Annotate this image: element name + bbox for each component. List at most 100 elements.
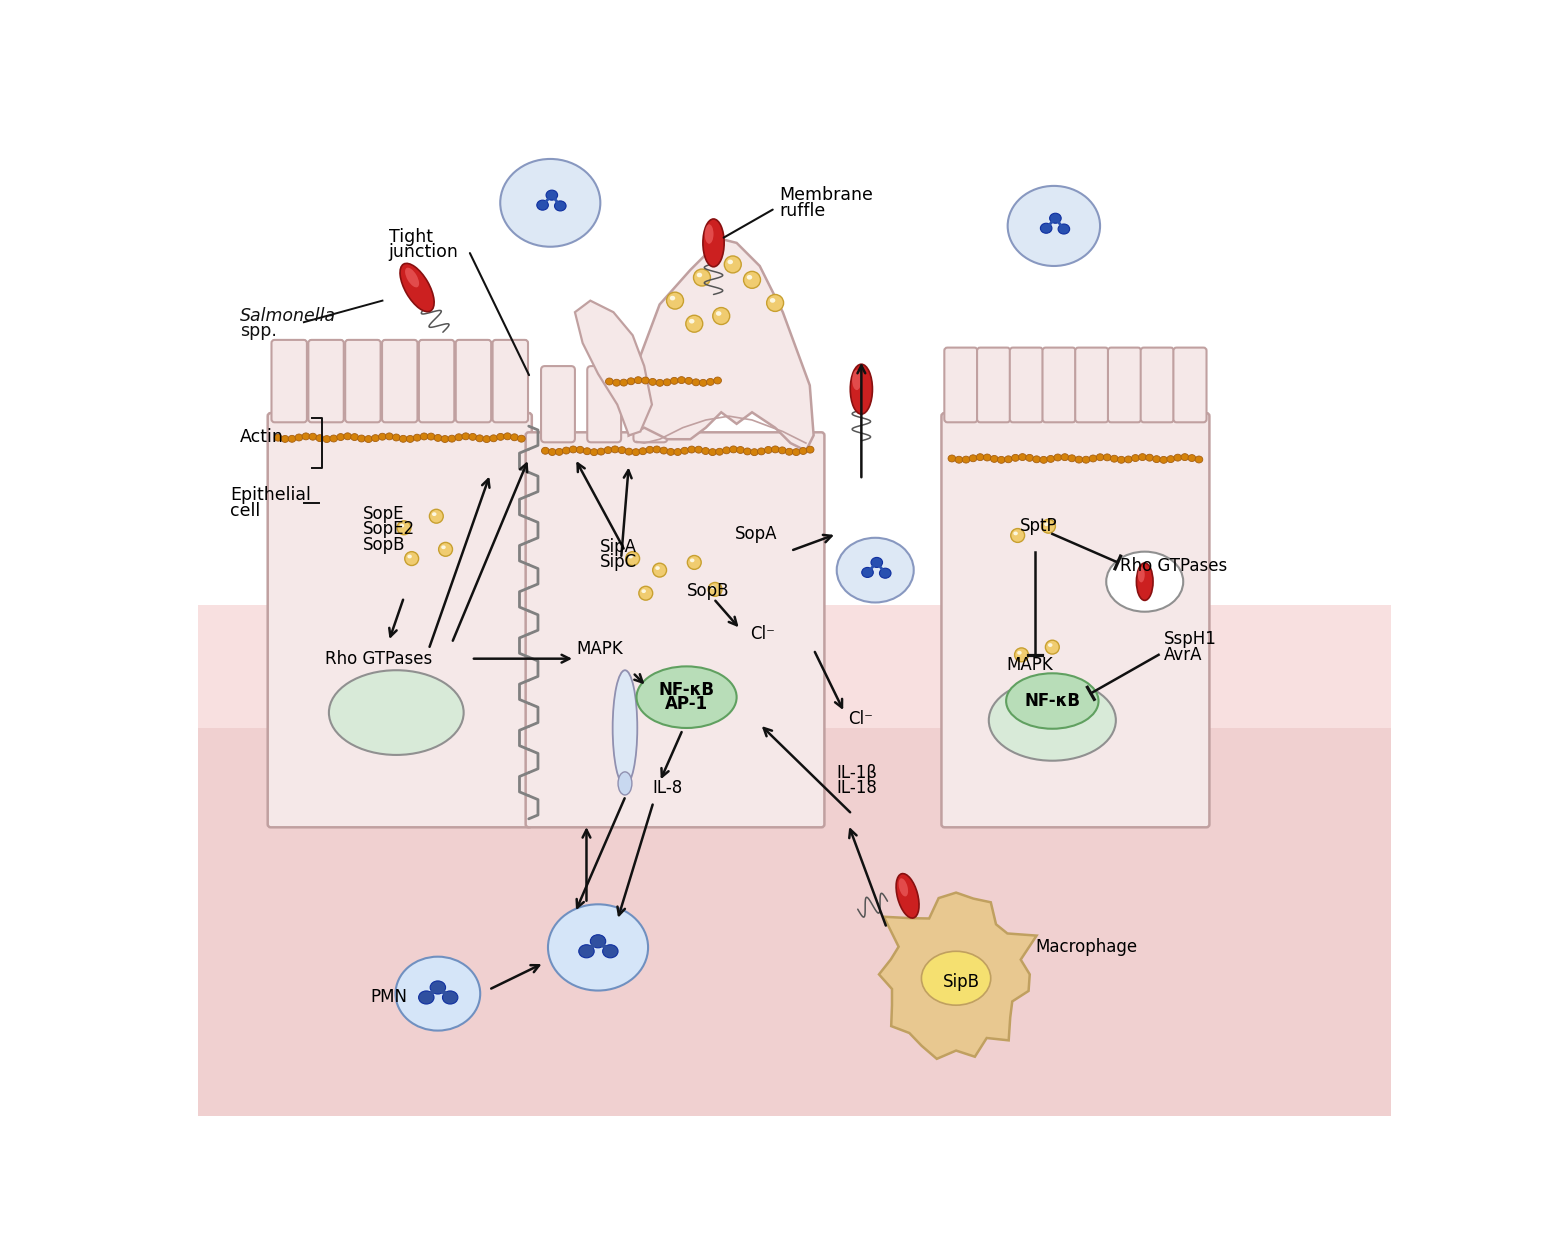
Ellipse shape (406, 435, 414, 443)
Ellipse shape (1082, 456, 1090, 463)
Polygon shape (575, 301, 653, 435)
Ellipse shape (727, 260, 733, 265)
Ellipse shape (405, 552, 418, 566)
Ellipse shape (1096, 454, 1104, 460)
Ellipse shape (800, 448, 808, 454)
Text: Macrophage: Macrophage (1035, 938, 1138, 957)
Text: AvrA: AvrA (1164, 646, 1203, 663)
Ellipse shape (462, 433, 470, 440)
FancyBboxPatch shape (1076, 347, 1108, 423)
Ellipse shape (694, 446, 702, 453)
Ellipse shape (642, 589, 646, 593)
Ellipse shape (392, 434, 400, 441)
Ellipse shape (949, 455, 956, 461)
Ellipse shape (1104, 454, 1111, 460)
Ellipse shape (1136, 563, 1153, 601)
Ellipse shape (716, 311, 721, 316)
Ellipse shape (1062, 454, 1068, 460)
Polygon shape (879, 893, 1037, 1058)
Ellipse shape (685, 377, 693, 384)
Ellipse shape (1187, 455, 1195, 461)
Ellipse shape (989, 680, 1116, 761)
Ellipse shape (955, 456, 963, 463)
FancyBboxPatch shape (1043, 347, 1076, 423)
Ellipse shape (591, 934, 606, 948)
Ellipse shape (1124, 456, 1132, 463)
Ellipse shape (744, 448, 752, 455)
Ellipse shape (274, 434, 282, 441)
Ellipse shape (722, 446, 730, 454)
Ellipse shape (1068, 455, 1076, 461)
Ellipse shape (680, 448, 688, 454)
Ellipse shape (702, 448, 710, 454)
Ellipse shape (1049, 213, 1062, 223)
Text: Actin: Actin (240, 428, 284, 446)
Ellipse shape (358, 435, 366, 441)
Text: spp.: spp. (240, 322, 277, 340)
Ellipse shape (1145, 454, 1153, 461)
Ellipse shape (1042, 519, 1056, 533)
Ellipse shape (1032, 456, 1040, 463)
Ellipse shape (612, 670, 637, 786)
Ellipse shape (666, 449, 674, 455)
Ellipse shape (642, 377, 649, 384)
Ellipse shape (705, 224, 713, 243)
Ellipse shape (386, 433, 394, 440)
Ellipse shape (963, 456, 970, 463)
Ellipse shape (546, 191, 558, 201)
Ellipse shape (687, 556, 701, 569)
Ellipse shape (1090, 455, 1097, 461)
Ellipse shape (1040, 456, 1048, 463)
Ellipse shape (1110, 455, 1118, 463)
Text: SptP: SptP (1020, 517, 1057, 535)
Ellipse shape (330, 435, 338, 441)
Ellipse shape (1118, 456, 1125, 463)
FancyBboxPatch shape (944, 347, 978, 423)
Ellipse shape (653, 446, 660, 453)
Ellipse shape (792, 449, 800, 455)
Ellipse shape (1014, 532, 1018, 535)
Text: Epithelial: Epithelial (229, 487, 312, 504)
Ellipse shape (434, 434, 442, 441)
Ellipse shape (736, 446, 744, 454)
Ellipse shape (625, 448, 632, 455)
FancyBboxPatch shape (1009, 347, 1043, 423)
Ellipse shape (862, 567, 873, 577)
Text: SopE: SopE (363, 505, 405, 523)
Ellipse shape (405, 267, 418, 287)
Ellipse shape (395, 957, 480, 1031)
Ellipse shape (730, 446, 738, 453)
Text: IL-18: IL-18 (837, 779, 877, 798)
Ellipse shape (1159, 456, 1167, 463)
Ellipse shape (549, 904, 648, 991)
Ellipse shape (744, 271, 761, 288)
Ellipse shape (690, 319, 694, 324)
FancyBboxPatch shape (941, 413, 1209, 828)
Ellipse shape (786, 449, 794, 455)
Ellipse shape (1045, 641, 1059, 655)
Ellipse shape (871, 558, 882, 567)
Text: SipC: SipC (600, 553, 637, 572)
Ellipse shape (772, 446, 780, 453)
FancyBboxPatch shape (456, 340, 491, 423)
Text: AP-1: AP-1 (665, 695, 708, 714)
FancyBboxPatch shape (346, 340, 381, 423)
Text: PMN: PMN (370, 988, 408, 1007)
Text: Cl⁻: Cl⁻ (750, 624, 775, 643)
FancyBboxPatch shape (198, 729, 1392, 1116)
Text: SopB: SopB (687, 582, 728, 599)
Text: MAPK: MAPK (577, 641, 623, 658)
Ellipse shape (442, 545, 446, 549)
Ellipse shape (612, 379, 620, 386)
Ellipse shape (1046, 455, 1054, 463)
Ellipse shape (1132, 454, 1139, 461)
Ellipse shape (685, 315, 702, 332)
Ellipse shape (1012, 454, 1020, 461)
Ellipse shape (674, 449, 682, 455)
Ellipse shape (969, 455, 976, 461)
Ellipse shape (504, 433, 512, 440)
Ellipse shape (448, 435, 456, 443)
Ellipse shape (677, 376, 685, 384)
Text: SspH1: SspH1 (1164, 631, 1217, 648)
Ellipse shape (702, 219, 724, 267)
